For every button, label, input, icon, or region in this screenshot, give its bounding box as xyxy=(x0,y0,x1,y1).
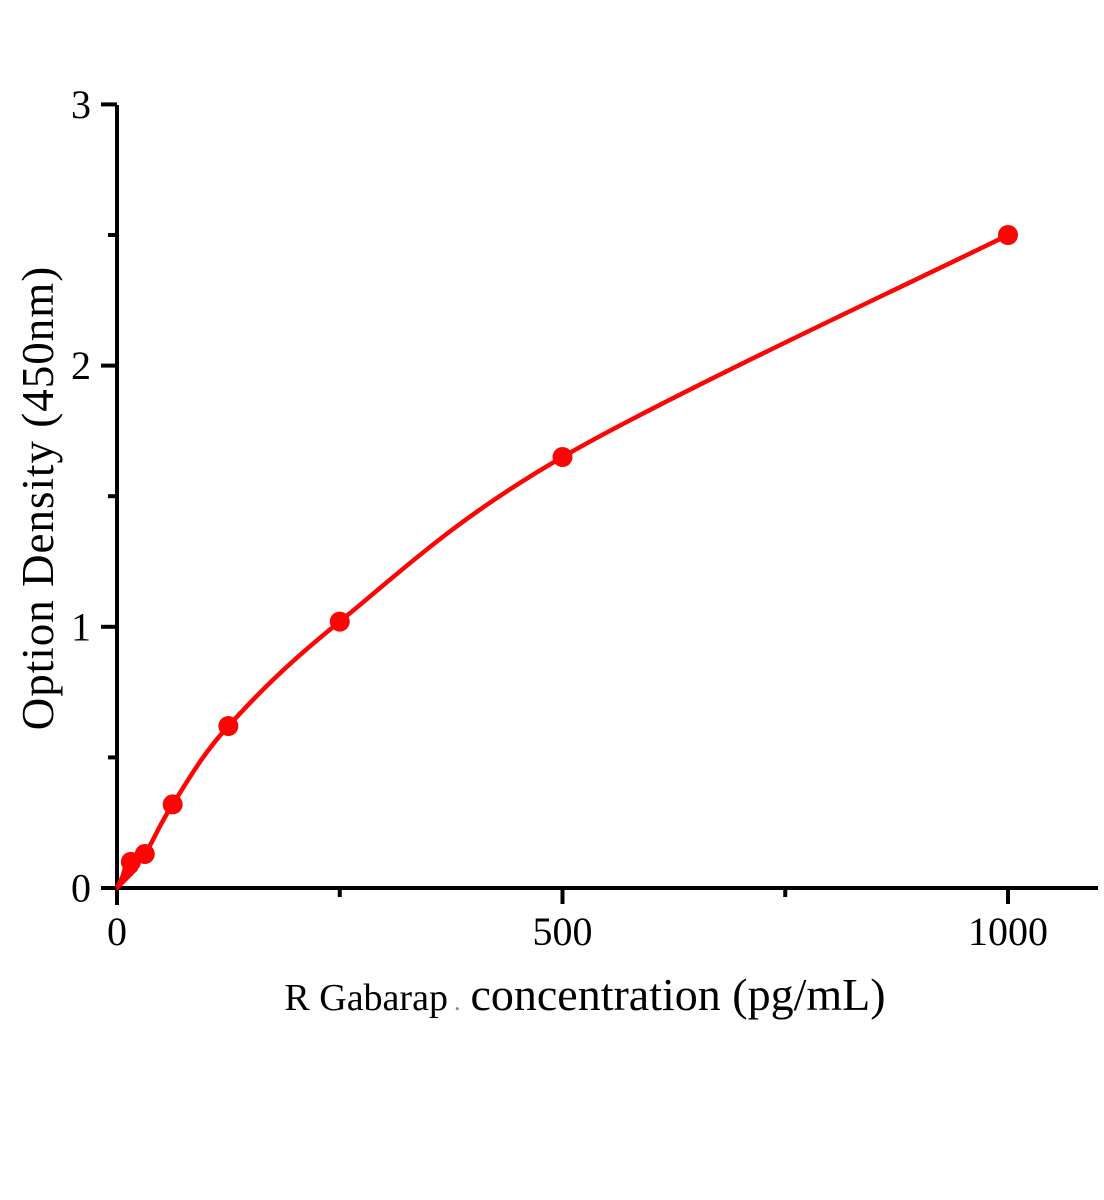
data-point-marker xyxy=(162,794,183,815)
x-tick-label: 1000 xyxy=(968,909,1048,954)
y-tick-label: 2 xyxy=(71,343,91,388)
data-point-marker xyxy=(134,844,155,865)
data-point-marker xyxy=(218,716,239,737)
standard-curve-line xyxy=(114,232,1010,890)
x-axis-label-quantity: concentration (pg/mL) xyxy=(470,969,886,1020)
x-axis-label-dot: . xyxy=(453,987,461,1016)
x-axis-label-analyte: R Gabarap xyxy=(284,977,448,1019)
x-tick-label: 0 xyxy=(107,909,127,954)
y-axis-label: Option Density (450nm) xyxy=(13,265,63,731)
data-point-marker xyxy=(998,225,1018,245)
data-point-marker xyxy=(329,611,350,632)
x-tick-label: 500 xyxy=(533,909,593,954)
y-tick-label: 3 xyxy=(71,82,91,127)
data-point-marker xyxy=(552,447,573,468)
x-axis-label: R Gabarap. concentration (pg/mL) xyxy=(117,968,1053,1021)
y-tick-label: 1 xyxy=(71,604,91,649)
y-tick-label: 0 xyxy=(71,866,91,911)
